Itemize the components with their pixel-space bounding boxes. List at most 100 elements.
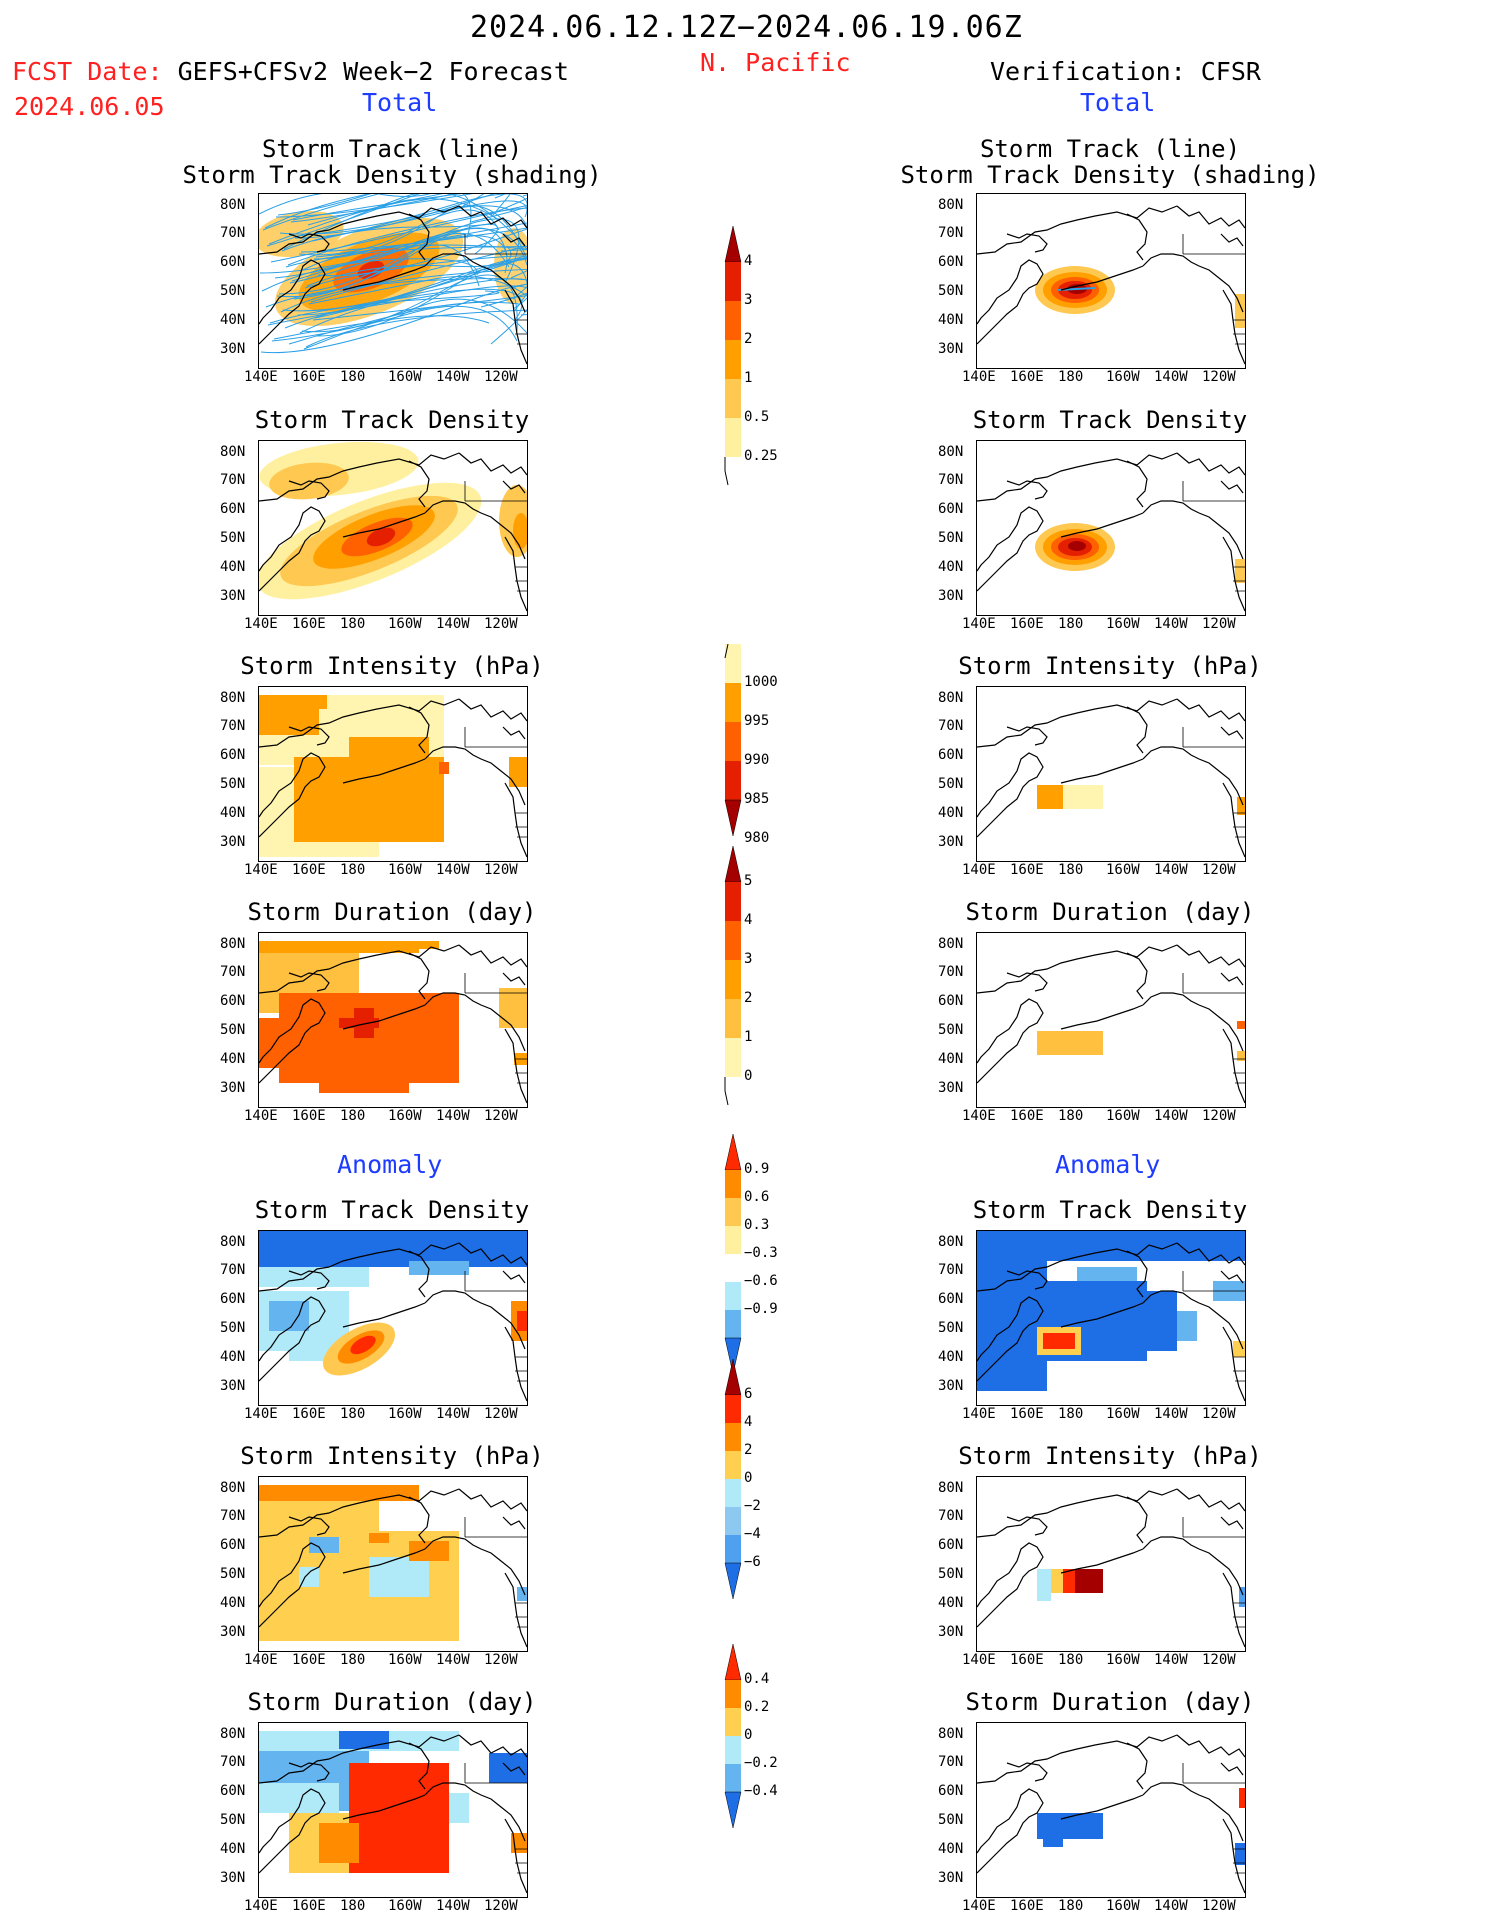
lon-tick-label: 180 bbox=[340, 369, 366, 385]
lat-tick-label: 50N bbox=[220, 283, 246, 299]
lon-tick-label: 140W bbox=[436, 1652, 470, 1668]
colorbar-tick-label: 2 bbox=[744, 1442, 753, 1458]
lon-tick-label: 140E bbox=[244, 862, 278, 878]
lat-tick-label: 80N bbox=[938, 1726, 964, 1742]
lat-tick-label: 60N bbox=[220, 501, 246, 517]
lon-tick-label: 180 bbox=[1058, 1652, 1084, 1668]
coastline bbox=[259, 1488, 527, 1648]
colorbar-tick-label: 5 bbox=[744, 873, 753, 889]
lat-tick-label: 40N bbox=[938, 805, 964, 821]
lon-tick-label: 120W bbox=[1202, 1406, 1236, 1422]
lat-tick-label: 40N bbox=[220, 1349, 246, 1365]
lon-tick-label: 180 bbox=[1058, 1406, 1084, 1422]
coastline bbox=[259, 205, 527, 365]
lat-tick-label: 70N bbox=[220, 1754, 246, 1770]
lat-tick-label: 40N bbox=[220, 559, 246, 575]
coastline bbox=[977, 1734, 1245, 1894]
lon-tick-label: 120W bbox=[1202, 1652, 1236, 1668]
forecast-name: GEFS+CFSv2 Week−2 Forecast bbox=[177, 57, 569, 86]
panel-subtitle: Storm Track Density (shading) bbox=[900, 161, 1320, 189]
panel-title: Storm Track (line) bbox=[979, 135, 1241, 163]
coastline bbox=[259, 698, 527, 858]
lon-tick-label: 160W bbox=[1106, 1108, 1140, 1124]
lat-tick-label: 50N bbox=[938, 283, 964, 299]
lon-tick-label: 140W bbox=[1154, 1898, 1188, 1914]
lon-tick-label: 180 bbox=[340, 862, 366, 878]
lon-tick-label: 160W bbox=[1106, 1406, 1140, 1422]
lon-tick-label: 120W bbox=[484, 862, 518, 878]
colorbar-dur_anom bbox=[724, 1644, 742, 1829]
colorbar-tick-label: 0.25 bbox=[744, 448, 778, 464]
lat-tick-label: 70N bbox=[220, 1262, 246, 1278]
lat-tick-label: 60N bbox=[220, 747, 246, 763]
panel-title: Storm Intensity (hPa) bbox=[958, 652, 1262, 680]
colorbar-tick-label: 0.6 bbox=[744, 1189, 770, 1205]
lon-tick-label: 120W bbox=[484, 1108, 518, 1124]
lon-tick-label: 180 bbox=[340, 616, 366, 632]
lon-tick-label: 140E bbox=[962, 1652, 996, 1668]
lat-tick-label: 30N bbox=[220, 1378, 246, 1394]
lat-tick-label: 50N bbox=[938, 1812, 964, 1828]
lon-tick-label: 180 bbox=[1058, 1108, 1084, 1124]
lon-tick-label: 160E bbox=[292, 1652, 326, 1668]
map-panel bbox=[258, 1476, 528, 1652]
map-shading bbox=[259, 1731, 527, 1894]
lat-tick-label: 70N bbox=[220, 225, 246, 241]
map-panel bbox=[976, 440, 1246, 616]
lon-tick-label: 140E bbox=[244, 1898, 278, 1914]
time-range-title: 2024.06.12.12Z−2024.06.19.06Z bbox=[470, 10, 1023, 45]
lat-tick-label: 60N bbox=[938, 747, 964, 763]
map-panel bbox=[976, 1722, 1246, 1898]
lon-tick-label: 140W bbox=[1154, 1652, 1188, 1668]
lat-tick-label: 80N bbox=[938, 690, 964, 706]
lon-tick-label: 160E bbox=[292, 616, 326, 632]
lon-tick-label: 160E bbox=[292, 1406, 326, 1422]
lat-tick-label: 60N bbox=[938, 1291, 964, 1307]
colorbar-duration bbox=[724, 846, 742, 1106]
lon-tick-label: 160W bbox=[1106, 1898, 1140, 1914]
lat-tick-label: 70N bbox=[220, 1508, 246, 1524]
section-total-right: Total bbox=[1080, 88, 1156, 117]
lon-tick-label: 140W bbox=[436, 1108, 470, 1124]
lon-tick-label: 160W bbox=[388, 862, 422, 878]
panel-title: Storm Track Density bbox=[972, 1196, 1248, 1224]
lat-tick-label: 60N bbox=[220, 254, 246, 270]
lon-tick-label: 120W bbox=[484, 1652, 518, 1668]
lat-tick-label: 80N bbox=[938, 1234, 964, 1250]
lon-tick-label: 140W bbox=[436, 1406, 470, 1422]
lat-tick-label: 30N bbox=[220, 341, 246, 357]
section-anomaly-left: Anomaly bbox=[337, 1150, 443, 1179]
lon-tick-label: 160W bbox=[1106, 616, 1140, 632]
map-shading bbox=[259, 194, 527, 365]
region-label: N. Pacific bbox=[700, 48, 851, 77]
lon-tick-label: 140W bbox=[1154, 862, 1188, 878]
panel-title: Storm Track (line) bbox=[261, 135, 523, 163]
lon-tick-label: 120W bbox=[484, 1898, 518, 1914]
lon-tick-label: 140W bbox=[1154, 616, 1188, 632]
map-shading bbox=[977, 1231, 1245, 1402]
colorbar-tick-label: 980 bbox=[744, 830, 770, 846]
lon-tick-label: 140E bbox=[962, 1406, 996, 1422]
colorbar-tick-label: 2 bbox=[744, 331, 753, 347]
lat-tick-label: 60N bbox=[220, 993, 246, 1009]
lon-tick-label: 180 bbox=[340, 1652, 366, 1668]
lon-tick-label: 160W bbox=[388, 1108, 422, 1124]
lon-tick-label: 140E bbox=[244, 1108, 278, 1124]
colorbar-dens_anom bbox=[724, 1134, 742, 1375]
lat-tick-label: 50N bbox=[220, 1022, 246, 1038]
lat-tick-label: 80N bbox=[938, 197, 964, 213]
map-panel bbox=[258, 932, 528, 1108]
coastline bbox=[977, 452, 1245, 612]
lon-tick-label: 160W bbox=[1106, 862, 1140, 878]
lon-tick-label: 120W bbox=[1202, 862, 1236, 878]
map-panel bbox=[258, 193, 528, 369]
lon-tick-label: 120W bbox=[1202, 616, 1236, 632]
lon-tick-label: 140E bbox=[962, 369, 996, 385]
map-panel bbox=[976, 686, 1246, 862]
section-total-left: Total bbox=[362, 88, 438, 117]
lat-tick-label: 70N bbox=[938, 225, 964, 241]
map-panel bbox=[258, 1230, 528, 1406]
lat-tick-label: 40N bbox=[220, 312, 246, 328]
coastline bbox=[259, 944, 527, 1104]
lat-tick-label: 60N bbox=[220, 1291, 246, 1307]
